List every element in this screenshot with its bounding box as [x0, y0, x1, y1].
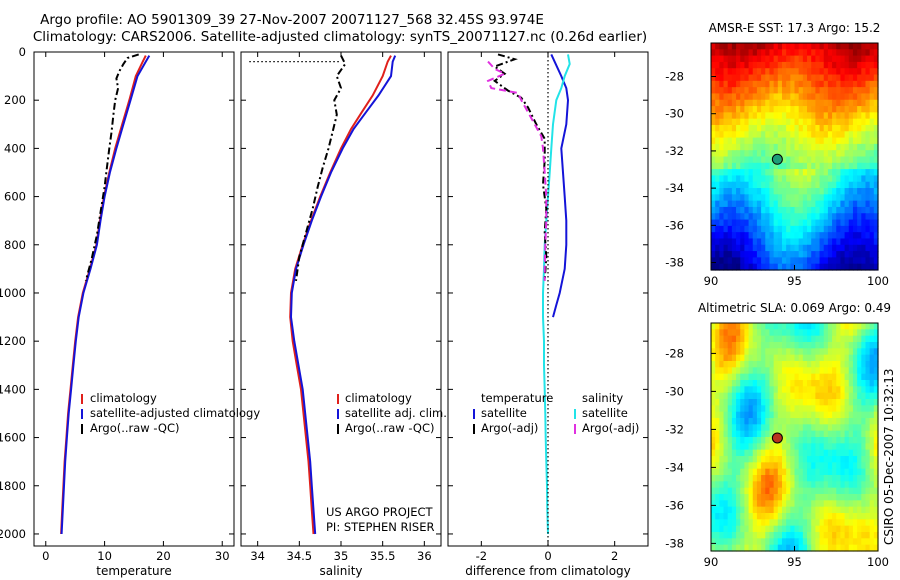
legend-title-temperature: temperature	[481, 391, 553, 405]
y-tick-label: -28	[665, 69, 684, 83]
plot-frame	[33, 51, 235, 547]
x-tick-label: 90	[704, 274, 719, 288]
series-line-climatology	[289, 55, 392, 535]
x-tick-label: -2	[476, 549, 487, 563]
x-tick-label: 0	[42, 549, 49, 563]
x-tick-label: 35.5	[370, 549, 396, 563]
y-tick-label: 0	[19, 45, 26, 59]
legend-label: climatology	[90, 391, 157, 405]
y-tick-label: -34	[665, 460, 684, 474]
y-tick-label: 800	[4, 238, 26, 252]
y-tick-label: -36	[665, 218, 684, 232]
legend-label: satellite-adjusted climatology	[90, 406, 260, 420]
y-tick-label: -38	[665, 256, 684, 270]
plot-frame	[447, 51, 649, 547]
legend-label: climatology	[345, 391, 412, 405]
project-label: US ARGO PROJECT	[326, 505, 434, 519]
x-tick-label: 34	[250, 549, 265, 563]
x-tick-label: 2	[611, 549, 618, 563]
figure-title-line2: Climatology: CARS2006. Satellite-adjuste…	[33, 29, 647, 45]
pi-label: PI: STEPHEN RISER	[326, 520, 435, 534]
series-line-satellite	[60, 55, 151, 535]
x-tick-label: 100	[867, 555, 889, 569]
y-tick-label: 600	[4, 190, 26, 204]
legend-label: Argo(..raw -QC)	[345, 421, 435, 435]
series-line-sal-argo	[486, 60, 548, 281]
legend-title-salinity: salinity	[582, 391, 623, 405]
figure-title-line1: Argo profile: AO 5901309_39 27-Nov-2007 …	[40, 12, 544, 28]
series-line-argo	[84, 53, 140, 282]
legend-label: Argo(..raw -QC)	[90, 421, 180, 435]
x-axis-label: difference from climatology	[465, 564, 631, 578]
y-tick-label: -36	[665, 498, 684, 512]
x-axis-label: salinity	[319, 564, 362, 578]
y-tick-label: -34	[665, 181, 684, 195]
map-title: AMSR-E SST: 17.3 Argo: 15.2	[709, 21, 881, 35]
y-tick-label: -32	[665, 422, 684, 436]
x-tick-label: 0	[544, 549, 551, 563]
salinity-profile-chart: 34 34.5 35 35.5 36 salinity climatologysatelli…	[240, 51, 447, 578]
csiro-stamp: CSIRO 05-Dec-2007 10:32:13	[882, 368, 896, 545]
x-tick-label: 20	[156, 549, 171, 563]
legend-label: satellite adj. clim.	[345, 406, 447, 420]
series-line-satellite	[289, 55, 397, 535]
y-tick-label: 1800	[0, 479, 26, 493]
y-tick-label: -28	[665, 346, 684, 360]
series-line-argo	[295, 55, 347, 282]
y-tick-label: 200	[4, 93, 26, 107]
sst-map: AMSR-E SST: 17.3 Argo: 15.2 90 95 100 -28 -30…	[665, 21, 889, 288]
y-tick-label: -32	[665, 144, 684, 158]
legend-label: Argo(-adj)	[582, 421, 639, 435]
y-tick-label: 1000	[0, 286, 26, 300]
y-tick-label: -30	[665, 384, 684, 398]
plot-frame	[240, 51, 442, 547]
argo-location-marker	[771, 153, 783, 165]
legend-label: satellite	[582, 406, 628, 420]
legend-label: Argo(-adj)	[481, 421, 538, 435]
series-line-temp-satellite	[550, 53, 570, 318]
map-title: Altimetric SLA: 0.069 Argo: 0.49	[698, 301, 891, 315]
y-tick-label: -38	[665, 536, 684, 550]
y-tick-label: -30	[665, 107, 684, 121]
y-tick-label: 2000	[0, 527, 26, 541]
x-tick-label: 10	[97, 549, 112, 563]
y-tick-label: 400	[4, 141, 26, 155]
x-tick-label: 95	[787, 555, 802, 569]
x-tick-label: 35	[334, 549, 349, 563]
x-tick-label: 95	[787, 274, 802, 288]
y-tick-label: 1200	[0, 334, 26, 348]
map-field	[711, 43, 879, 271]
x-tick-label: 30	[215, 549, 230, 563]
x-tick-label: 100	[867, 274, 889, 288]
series-line-climatology	[60, 55, 147, 535]
y-tick-label: 1400	[0, 382, 26, 396]
x-axis-label: temperature	[96, 564, 171, 578]
sla-map: Altimetric SLA: 0.069 Argo: 0.49 90 95 100 -…	[665, 301, 891, 569]
temperature-profile-chart: 0 10 20 30 0 200 400 600 800 1000 1200 1400 1600 1800…	[0, 45, 260, 578]
legend-label: satellite	[481, 406, 527, 420]
argo-location-marker	[771, 432, 783, 444]
x-tick-label: 34.5	[287, 549, 313, 563]
map-field	[711, 323, 879, 552]
x-tick-label: 36	[417, 549, 432, 563]
y-tick-label: 1600	[0, 431, 26, 445]
x-tick-label: 90	[704, 555, 719, 569]
series-line-temp-argo	[492, 53, 548, 281]
